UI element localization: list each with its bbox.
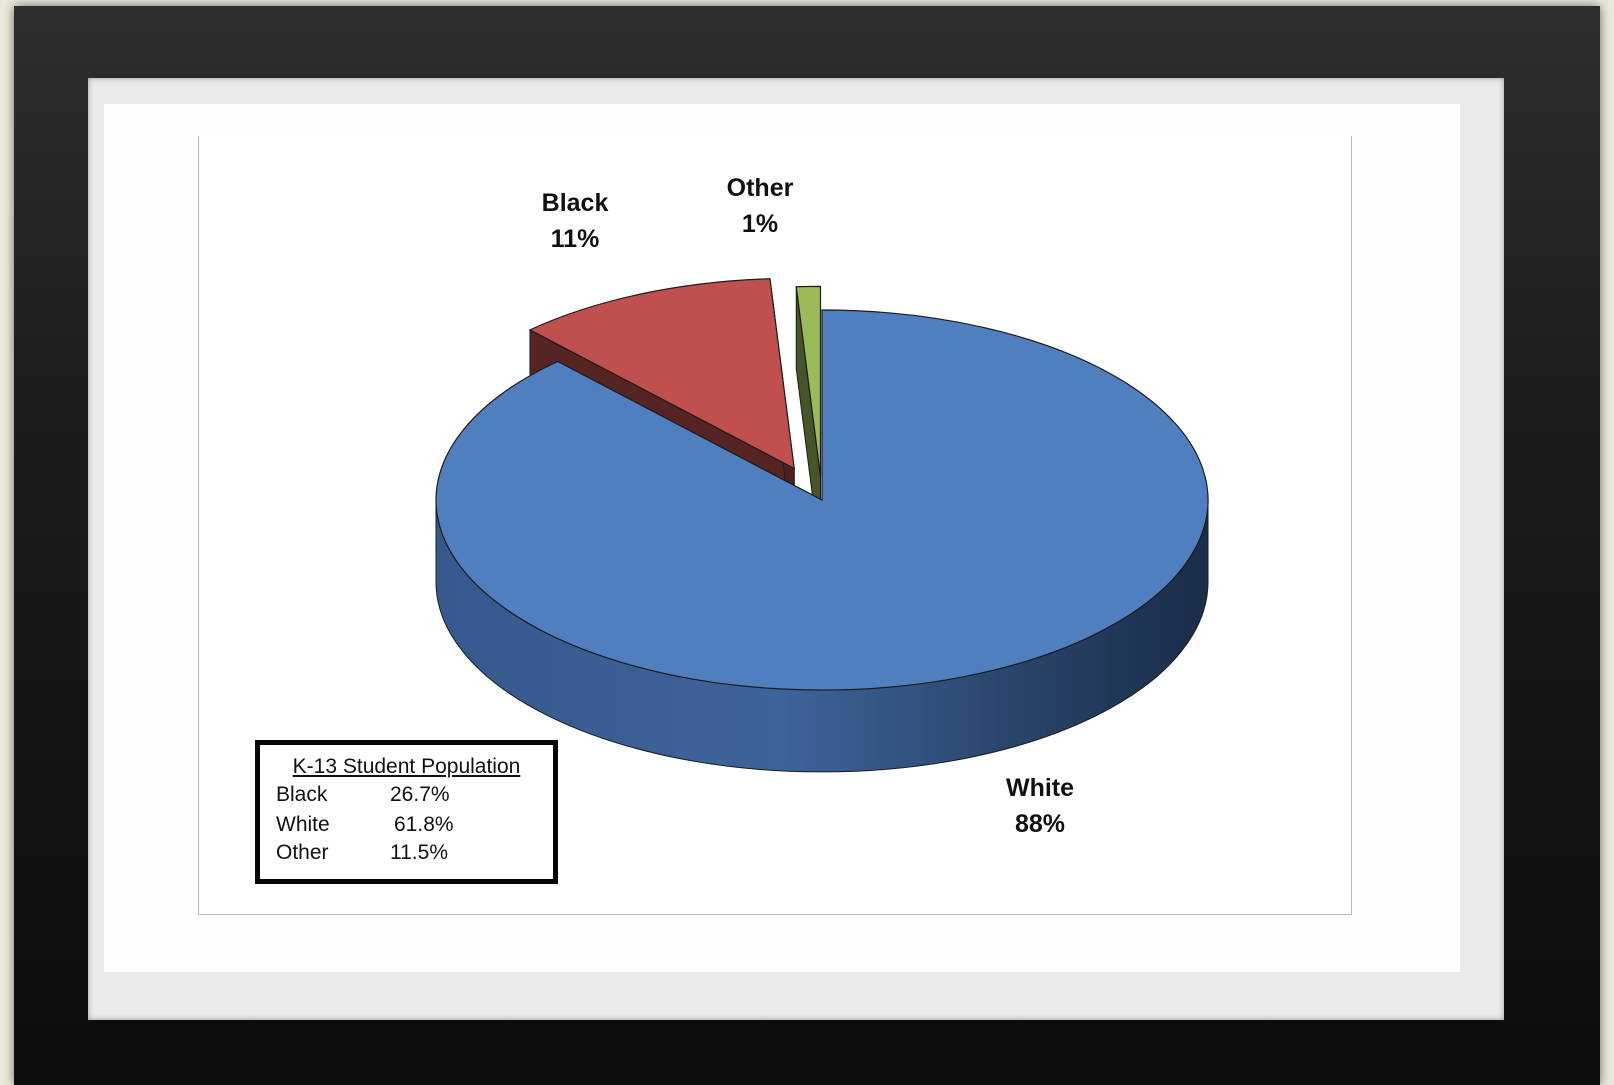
label-white-name: White	[1005, 774, 1075, 802]
pie-slice-white	[435, 309, 1209, 691]
label-white-value: 88%	[1014, 810, 1066, 838]
label-other-value: 1%	[741, 210, 779, 238]
label-white: White 88%	[985, 770, 1095, 842]
population-row-label: Black	[276, 783, 328, 806]
pie-slice-other	[795, 285, 822, 477]
population-row-value: 11.5%	[390, 841, 448, 864]
population-row-label: Other	[276, 841, 329, 864]
pie-slice-black	[528, 278, 795, 470]
population-row-value: 26.7%	[390, 783, 450, 806]
label-other-name: Other	[726, 174, 794, 202]
population-box: K-13 Student Population Black 26.7% Whit…	[255, 740, 558, 884]
population-row-white: White 61.8%	[276, 813, 536, 841]
label-other: Other 1%	[705, 170, 815, 242]
population-row-value: 61.8%	[394, 813, 454, 836]
label-black-value: 11%	[550, 225, 600, 253]
label-black: Black 11%	[520, 185, 630, 257]
population-row-label: White	[276, 813, 330, 836]
label-black-name: Black	[541, 189, 609, 217]
population-row-black: Black 26.7%	[276, 783, 536, 811]
population-row-other: Other 11.5%	[276, 841, 536, 869]
population-box-title: K-13 Student Population	[292, 755, 521, 778]
